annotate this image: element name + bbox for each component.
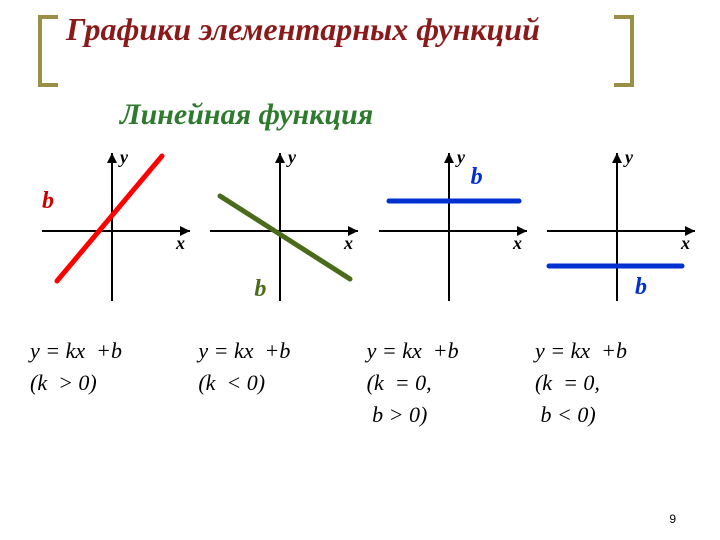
chart-panel-4: xyb	[535, 146, 700, 346]
svg-text:y: y	[455, 147, 466, 167]
chart-svg: xy	[198, 146, 363, 316]
chart-svg: xy	[367, 146, 532, 316]
chart-panel-1: xyb	[30, 146, 195, 346]
b-label: b	[254, 276, 266, 303]
svg-text:y: y	[623, 147, 634, 167]
svg-text:x: x	[343, 233, 353, 253]
svg-text:y: y	[118, 147, 129, 167]
page-subtitle: Линейная функция	[120, 98, 373, 132]
svg-text:x: x	[512, 233, 522, 253]
svg-text:x: x	[175, 233, 185, 253]
formula-4: y = kx +b(k = 0, b < 0)	[535, 335, 700, 431]
b-label: b	[635, 274, 647, 301]
chart-svg: xy	[30, 146, 195, 316]
formula-3: y = kx +b(k = 0, b > 0)	[367, 335, 532, 431]
formula-2: y = kx +b(k < 0)	[198, 335, 363, 431]
chart-panel-2: xyb	[198, 146, 363, 346]
chart-svg: xy	[535, 146, 700, 316]
svg-text:x: x	[680, 233, 690, 253]
svg-text:y: y	[286, 147, 297, 167]
formula-1: y = kx +b(k > 0)	[30, 335, 195, 431]
chart-panel-3: xyb	[367, 146, 532, 346]
charts-row: xyb xyb xyb xyb	[30, 146, 700, 346]
b-label: b	[471, 164, 483, 191]
page-title: Графики элементарных функций	[66, 12, 540, 48]
b-label: b	[42, 188, 54, 215]
formulas-row: y = kx +b(k > 0) y = kx +b(k < 0) y = kx…	[30, 335, 700, 431]
bracket-right	[614, 15, 634, 87]
bracket-left	[38, 15, 58, 87]
page-number: 9	[669, 512, 676, 526]
